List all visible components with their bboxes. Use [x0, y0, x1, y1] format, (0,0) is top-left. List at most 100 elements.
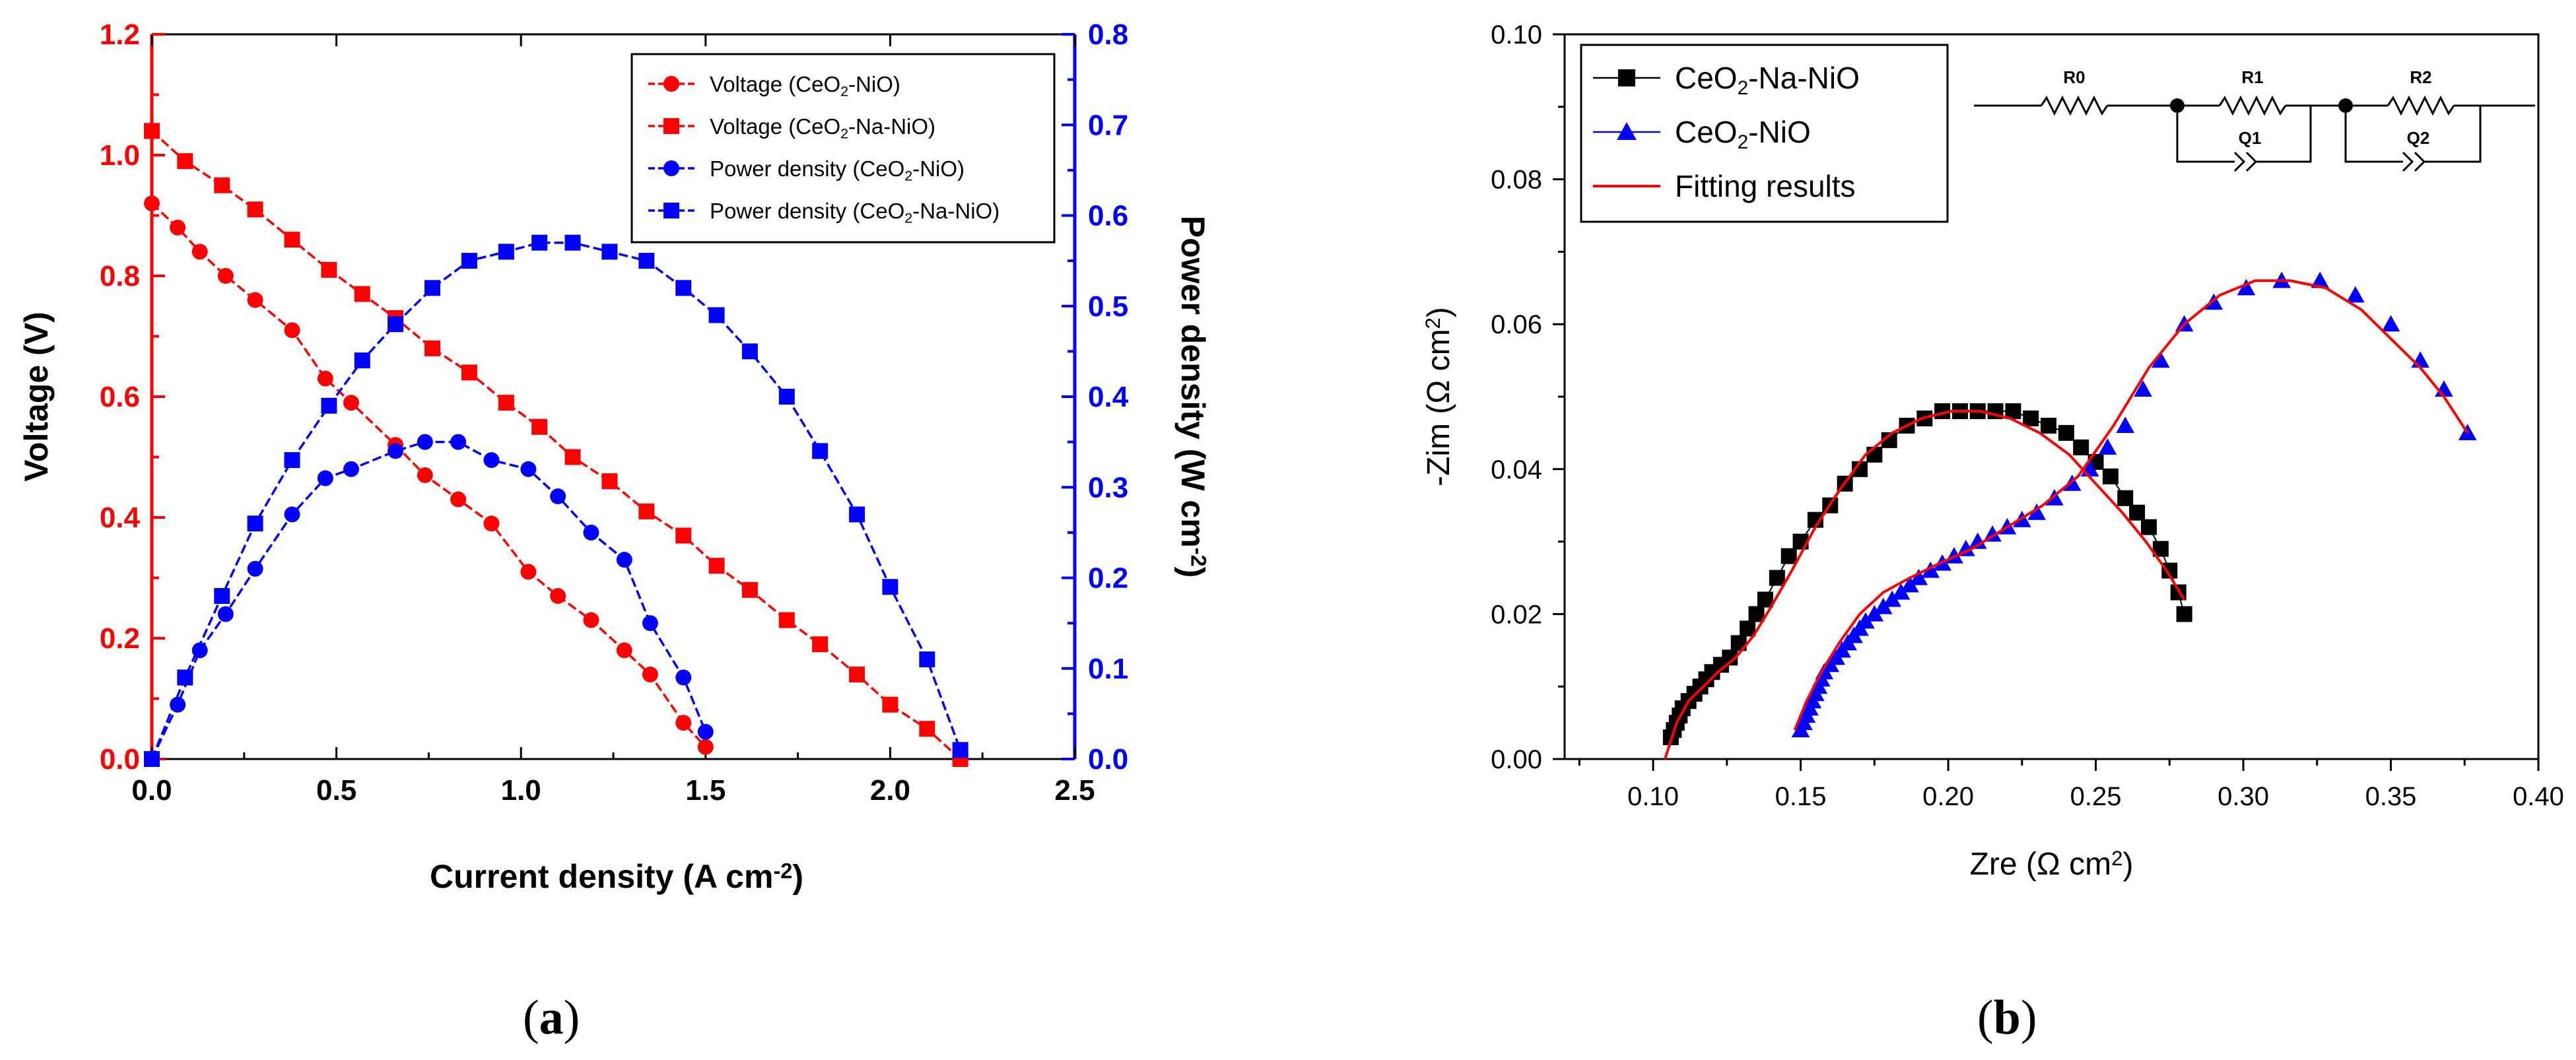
a-legend-marker	[663, 118, 679, 134]
a-series-2-point	[483, 452, 500, 469]
chart-a-power-curves: 0.0 0.5 1.0 1.5 2.0 2.50.00.20.40.60.81.01.20…	[18, 18, 1211, 895]
b-xtick-label: 0.20	[1922, 782, 1974, 811]
a-series-1-point	[741, 581, 758, 598]
b-series-0-point	[1769, 570, 1785, 586]
circuit-q2-cpe	[2402, 151, 2414, 172]
b-ylabel-part-0: -Zim (Ω cm	[1421, 329, 1456, 486]
b-series-1-point	[1901, 576, 1919, 593]
a-series-0-point	[616, 642, 632, 659]
a-series-0-point	[642, 666, 658, 682]
a-series-3-point	[849, 506, 865, 523]
b-series-0-point	[2023, 410, 2039, 426]
a-series-1-point	[919, 721, 935, 737]
a-series-0-point	[697, 739, 714, 755]
a-series-0-point	[247, 292, 263, 308]
circuit-label-r2: R2	[2410, 67, 2431, 87]
b-series-1-point	[1957, 539, 1975, 556]
a-series-3-point	[321, 397, 337, 414]
circuit-r2-resistor	[2387, 95, 2455, 116]
a-y2label-part-2: )	[1174, 567, 1211, 578]
b-series-0-point	[2005, 403, 2021, 419]
a-ytick-label: 0.6	[100, 381, 140, 413]
b-series-1-point	[1891, 583, 1911, 600]
b-xtick-label: 0.30	[2218, 782, 2269, 811]
a-legend-label: Voltage (CeO2-NiO)	[710, 72, 900, 100]
b-ylabel-part-2: )	[1421, 307, 1456, 317]
b-series-1-point	[1921, 561, 1940, 578]
a-series-2-point	[675, 669, 692, 686]
a-series-1-point	[498, 395, 514, 411]
a-xlabel: Current density (A cm-2)	[430, 858, 803, 895]
b-legend-marker	[1617, 122, 1637, 140]
a-legend-label-part-1: 2	[904, 210, 912, 226]
a-series-1-point	[177, 153, 193, 170]
a-y2tick-label: 0.6	[1088, 200, 1128, 232]
a-series-0-point	[317, 370, 333, 387]
a-series-2-point	[284, 506, 300, 523]
a-legend-box	[630, 53, 1056, 244]
panel-a-letter: a	[539, 991, 564, 1045]
a-y2tick-label: 0.3	[1088, 471, 1128, 504]
a-legend-label-part-0: Power density (CeO	[710, 199, 904, 223]
b-xtick-label: 0.40	[2513, 782, 2564, 811]
a-series-2-point	[343, 461, 359, 477]
b-series-1-point	[2098, 438, 2117, 455]
a-series-2-point	[417, 434, 433, 450]
a-y2tick-label: 0.8	[1088, 18, 1128, 51]
panel-label-b: (b)	[1977, 990, 2037, 1046]
a-legend-label-part-0: Power density (CeO	[710, 156, 904, 181]
circuit-q2-cpe	[2414, 151, 2426, 172]
a-series-2-point	[550, 488, 566, 504]
b-series-0-point	[1740, 620, 1756, 637]
a-series-0-point	[450, 491, 467, 508]
a-series-line-2	[151, 440, 707, 760]
b-series-1-point	[2116, 416, 2135, 433]
a-series-1-point	[564, 449, 581, 465]
panel-b-letter: b	[1993, 991, 2021, 1045]
a-xtick-label: 1.5	[685, 774, 726, 807]
a-legend-label-part-2: -NiO)	[848, 72, 900, 96]
a-series-2-point	[170, 696, 186, 713]
b-legend-label-part-1: 2	[1738, 77, 1749, 99]
a-series-2-point	[520, 461, 537, 477]
a-series-3-point	[882, 579, 898, 595]
a-ytick-label: 0.0	[100, 743, 140, 776]
b-series-0-point	[2041, 417, 2057, 434]
a-series-1-point	[882, 696, 898, 713]
a-series-3-point	[919, 651, 935, 668]
a-series-0-point	[417, 467, 433, 483]
a-series-3-point	[424, 280, 440, 296]
b-ytick-label: 0.02	[1491, 600, 1542, 629]
a-ytick-label: 0.2	[100, 622, 140, 655]
a-series-1-point	[638, 503, 655, 519]
a-series-3-point	[214, 587, 230, 604]
a-ytick-label: 0.4	[100, 502, 141, 534]
a-series-2-point	[388, 443, 404, 459]
a-xtick-label: 0.0	[131, 774, 172, 807]
b-ytick-label: 0.08	[1491, 166, 1542, 195]
a-series-1-point	[708, 558, 725, 574]
a-legend-label-part-1: 2	[840, 83, 848, 99]
panel-a-open: (	[523, 991, 539, 1045]
a-legend-marker	[663, 160, 679, 176]
a-series-0-point	[483, 515, 500, 532]
b-ytick-label: 0.04	[1491, 455, 1542, 484]
b-series-0-point	[1757, 591, 1773, 608]
panel-label-a: (a)	[523, 990, 580, 1046]
a-xlabel-part-2: )	[792, 858, 803, 895]
b-series-1-point	[2027, 503, 2046, 520]
a-y2tick-label: 0.4	[1088, 381, 1129, 413]
a-series-3-point	[778, 389, 795, 405]
a-series-1-point	[601, 473, 618, 490]
panel-b-open: (	[1977, 991, 1994, 1045]
a-xtick-label: 1.0	[501, 774, 541, 807]
a-series-1-point	[144, 123, 160, 139]
b-series-0-point	[2058, 424, 2074, 441]
b-series-1-point	[2411, 351, 2430, 368]
a-series-2-point	[616, 552, 632, 568]
circuit-label-r0: R0	[2063, 67, 2085, 87]
a-legend-label-part-0: Voltage (CeO	[710, 114, 840, 139]
b-series-1-point	[1856, 612, 1875, 629]
circuit-r1-resistor	[2218, 95, 2287, 116]
a-series-2-point	[247, 560, 263, 577]
